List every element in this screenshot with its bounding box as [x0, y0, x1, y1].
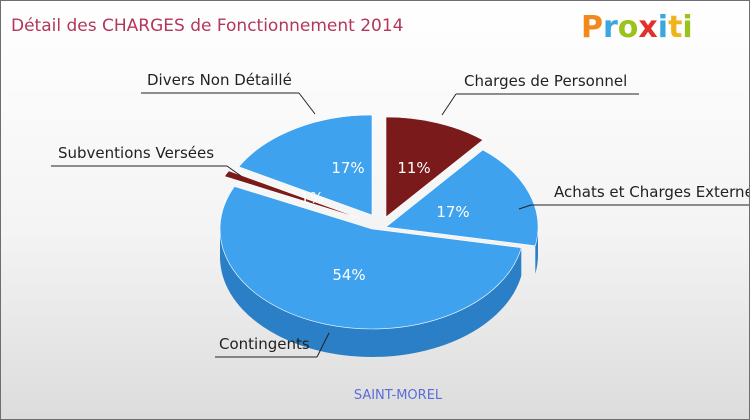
pie-slice	[223, 170, 363, 220]
slice-percent-label: 1%	[300, 189, 324, 207]
pie-slice-side	[220, 229, 522, 358]
slice-category-label: Achats et Charges Externes	[554, 183, 749, 201]
chart-title: Détail des CHARGES de Fonctionnement 201…	[11, 16, 404, 36]
pie-slice-side	[535, 227, 538, 274]
slice-percent-label: 17%	[436, 203, 469, 221]
pie-slice	[385, 116, 484, 218]
pie-slice	[219, 186, 522, 330]
svg-text:Proxiti: Proxiti	[581, 10, 691, 45]
slice-category-label: Contingents	[219, 335, 310, 353]
leader-line	[441, 93, 639, 116]
pie-sides	[220, 227, 538, 358]
chart-subtitle: SAINT-MOREL	[354, 388, 443, 403]
leader-line	[215, 332, 330, 358]
pie-tops	[219, 114, 539, 330]
proxiti-logo: Proxiti	[581, 10, 691, 45]
pie-slice	[385, 149, 539, 247]
leader-line	[51, 165, 242, 177]
slice-category-label: Subventions Versées	[58, 144, 214, 162]
slice-category-label: Divers Non Détaillé	[147, 71, 292, 89]
slice-percent-label: 17%	[331, 159, 364, 177]
pie-slice	[238, 114, 373, 216]
leader-line	[518, 204, 749, 210]
leader-line	[141, 92, 316, 115]
slice-category-label: Charges de Personnel	[464, 72, 627, 90]
slice-percent-label: 11%	[397, 159, 430, 177]
slice-percent-label: 54%	[332, 266, 365, 284]
